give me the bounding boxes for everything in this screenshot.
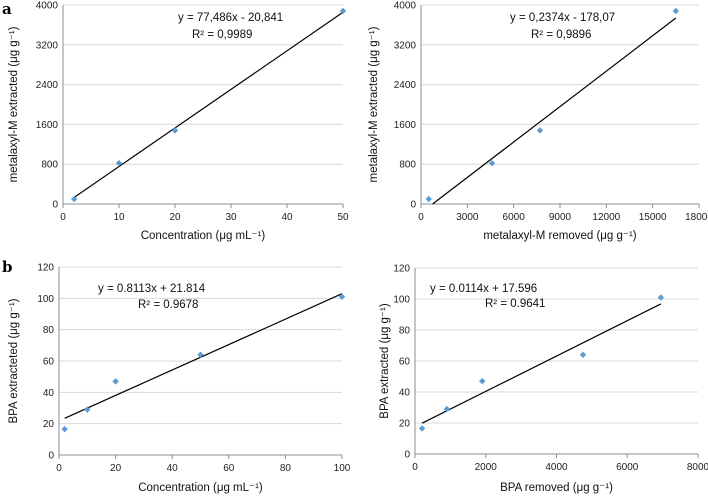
x-tick-label: 0 — [412, 462, 418, 473]
r-squared-label: R² = 0,9896 — [531, 29, 591, 41]
y-tick-label: 60 — [43, 357, 55, 368]
x-tick-label: 40 — [281, 212, 293, 223]
y-tick-label: 3200 — [394, 40, 417, 51]
x-tick-label: 9000 — [549, 212, 572, 223]
data-point — [479, 377, 486, 385]
x-axis-title: BPA removed (μg g⁻¹) — [500, 482, 613, 494]
data-point — [425, 195, 432, 203]
y-tick-label: 120 — [37, 263, 54, 274]
y-axis-title: metalaxyl-M extracted (μg g⁻¹) — [8, 26, 20, 182]
data-point — [338, 293, 346, 300]
x-tick-label: 60 — [223, 463, 235, 474]
x-tick-label: 20 — [169, 212, 181, 223]
y-tick-label: 2400 — [394, 80, 417, 91]
r-squared-label: R² = 0.9678 — [138, 299, 198, 311]
y-tick-label: 40 — [43, 388, 55, 399]
trendline — [64, 293, 343, 419]
y-tick-label: 1600 — [36, 120, 59, 131]
panel-letter-a: a — [2, 0, 12, 18]
x-tick-label: 3000 — [456, 212, 479, 223]
y-axis-title: BPA extracteted (μg g⁻¹) — [8, 298, 20, 423]
chart-3: 0 20 40 60 80 100 120 0 20 40 60 80 100 Concentration… — [8, 263, 351, 495]
data-point — [84, 406, 91, 413]
data-point — [71, 195, 78, 203]
x-tick-label: 2000 — [475, 462, 498, 473]
x-tick-label: 8000 — [687, 462, 708, 473]
data-point — [579, 351, 587, 358]
x-axis-title: metalaxyl-M removed (μg g⁻¹) — [483, 230, 636, 242]
y-tick-label: 3200 — [36, 40, 59, 51]
x-tick-label: 6000 — [503, 212, 526, 223]
y-tick-label: 20 — [43, 419, 55, 430]
x-tick-label: 0 — [418, 212, 424, 223]
y-tick-label: 60 — [399, 357, 411, 368]
y-tick-label: 800 — [399, 160, 416, 171]
y-tick-label: 100 — [393, 295, 410, 306]
data-point — [197, 351, 204, 358]
x-tick-label: 20 — [110, 463, 122, 474]
y-tick-label: 120 — [393, 264, 410, 275]
trendline-equation: y = 0.8113x + 21.814 — [98, 283, 206, 295]
r-squared-label: R² = 0.9641 — [485, 298, 545, 310]
trendline — [73, 11, 344, 198]
y-tick-label: 20 — [399, 419, 411, 430]
x-tick-label: 15000 — [639, 212, 667, 223]
y-tick-label: 800 — [41, 160, 58, 171]
y-axis-title: BPA extracted (μg g⁻¹) — [379, 303, 391, 419]
data-point — [536, 127, 544, 134]
data-point — [112, 378, 119, 385]
y-tick-label: 4000 — [36, 1, 59, 12]
panel-letter-b: b — [2, 258, 13, 276]
y-tick-label: 0 — [404, 450, 410, 461]
x-tick-label: 0 — [56, 463, 62, 474]
data-point — [171, 127, 179, 134]
x-tick-label: 4000 — [545, 462, 568, 473]
x-tick-label: 30 — [225, 212, 237, 223]
data-point — [115, 160, 123, 167]
y-tick-label: 1600 — [394, 120, 417, 131]
x-tick-label: 100 — [334, 463, 351, 474]
x-tick-label: 40 — [167, 463, 179, 474]
chart-4: 0 20 40 60 80 100 120 0 2000 4000 6000 8000 BPA remo… — [379, 264, 708, 495]
chart-2: 0 800 1600 2400 3200 4000 0 3000 6000 9000 12000 15… — [368, 1, 708, 243]
y-tick-label: 0 — [52, 200, 58, 211]
y-tick-label: 80 — [399, 326, 411, 337]
y-tick-label: 40 — [399, 388, 411, 399]
x-tick-label: 10 — [113, 212, 125, 223]
data-point — [61, 425, 68, 433]
trendline — [421, 303, 662, 424]
y-tick-label: 4000 — [394, 1, 417, 12]
data-point — [418, 425, 426, 432]
x-tick-label: 18000 — [685, 212, 708, 223]
trendline — [432, 17, 677, 205]
data-point — [339, 7, 347, 15]
trendline-equation: y = 0,2374x - 178,07 — [510, 12, 615, 24]
data-point — [443, 405, 451, 413]
x-tick-label: 50 — [337, 212, 349, 223]
x-tick-label: 12000 — [592, 212, 620, 223]
data-point — [657, 294, 665, 301]
x-tick-label: 6000 — [616, 462, 639, 473]
x-axis-title: Concentration (μg mL⁻¹) — [141, 230, 266, 242]
y-axis-title: metalaxyl-M extracted (μg g⁻¹) — [368, 26, 380, 182]
x-axis-title: Concentration (μg mL⁻¹) — [138, 482, 263, 494]
x-tick-label: 0 — [60, 212, 66, 223]
y-tick-label: 0 — [48, 451, 54, 462]
y-tick-label: 80 — [43, 325, 55, 336]
data-point — [672, 7, 680, 15]
y-tick-label: 0 — [410, 200, 416, 211]
y-tick-label: 100 — [37, 294, 54, 305]
trendline-equation: y = 77,486x - 20,841 — [178, 12, 283, 24]
x-tick-label: 80 — [280, 463, 292, 474]
data-point — [488, 160, 496, 167]
r-squared-label: R² = 0,9989 — [192, 29, 252, 41]
y-tick-label: 2400 — [36, 80, 59, 91]
chart-1: 0 800 1600 2400 3200 4000 0 10 20 30 40 50 Concentra… — [8, 1, 349, 243]
trendline-equation: y = 0.0114x + 17.596 — [430, 283, 537, 295]
